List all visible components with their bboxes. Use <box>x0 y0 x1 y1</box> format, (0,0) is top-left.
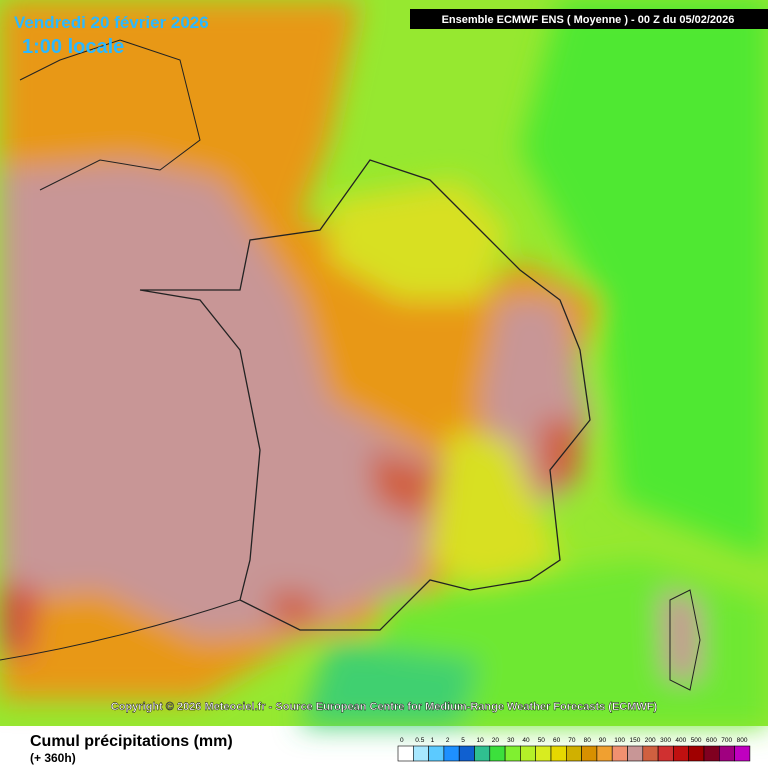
legend: 0 0.5 1 2 5 10 20 30 40 50 60 70 80 90 100 150 200 300 400… <box>397 737 751 762</box>
legend-label: 500 <box>691 737 702 744</box>
legend-swatch <box>397 745 414 762</box>
legend-label: 300 <box>660 737 671 744</box>
legend-label: 10 <box>477 737 485 744</box>
legend-label: 700 <box>721 737 732 744</box>
legend-swatch <box>703 745 720 762</box>
legend-swatch <box>596 745 613 762</box>
legend-swatch <box>718 745 735 762</box>
legend-label: 90 <box>599 737 607 744</box>
legend-swatch <box>458 745 475 762</box>
legend-swatch <box>657 745 674 762</box>
legend-label: 40 <box>522 737 530 744</box>
legend-label: 80 <box>584 737 592 744</box>
legend-label: 600 <box>706 737 717 744</box>
legend-label: 1 <box>431 737 435 744</box>
legend-swatch <box>443 745 460 762</box>
legend-label: 100 <box>614 737 625 744</box>
legend-swatch <box>474 745 491 762</box>
legend-swatch <box>611 745 628 762</box>
legend-swatch <box>673 745 690 762</box>
legend-label: 150 <box>630 737 641 744</box>
legend-swatch <box>412 745 429 762</box>
legend-label: 70 <box>568 737 576 744</box>
legend-label: 400 <box>675 737 686 744</box>
legend-swatch <box>688 745 705 762</box>
legend-label: 50 <box>538 737 546 744</box>
legend-swatch <box>565 745 582 762</box>
precip-field <box>0 0 768 726</box>
forecast-date: Vendredi 20 février 2026 <box>14 13 209 32</box>
legend-swatch <box>642 745 659 762</box>
legend-swatch <box>504 745 521 762</box>
legend-label: 0 <box>400 737 404 744</box>
legend-label: 800 <box>737 737 748 744</box>
legend-swatch <box>627 745 644 762</box>
legend-label: 60 <box>553 737 561 744</box>
legend-swatch <box>489 745 506 762</box>
legend-swatch <box>520 745 537 762</box>
legend-label: 200 <box>645 737 656 744</box>
model-banner <box>410 9 768 29</box>
legend-swatch <box>550 745 567 762</box>
legend-label: 0.5 <box>415 737 424 744</box>
legend-label: 2 <box>446 737 450 744</box>
legend-swatch <box>428 745 445 762</box>
legend-label: 5 <box>461 737 465 744</box>
legend-label: 30 <box>507 737 515 744</box>
model-info: Ensemble ECMWF ENS ( Moyenne ) - 00 Z du… <box>442 14 735 26</box>
lead-time: (+ 360h) <box>30 751 76 765</box>
legend-swatch <box>581 745 598 762</box>
copyright: Copyright © 2026 Meteociel.fr - Source E… <box>111 701 658 713</box>
legend-swatch <box>734 745 751 762</box>
legend-label: 20 <box>492 737 500 744</box>
forecast-time: 1:00 locale <box>22 36 124 58</box>
product-title: Cumul précipitations (mm) <box>30 733 233 750</box>
legend-swatch <box>535 745 552 762</box>
